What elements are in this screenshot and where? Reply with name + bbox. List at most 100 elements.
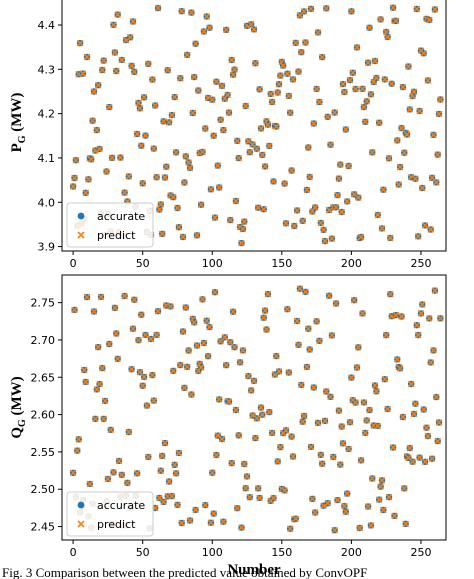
predict-point xyxy=(136,104,144,112)
predict-point xyxy=(324,113,332,121)
predict-point xyxy=(304,144,312,151)
predict-point xyxy=(218,82,226,90)
predict-point xyxy=(388,80,396,88)
predict-point xyxy=(174,204,181,212)
predict-point xyxy=(213,78,220,86)
predict-point xyxy=(144,453,152,461)
predict-point xyxy=(168,492,176,500)
predict-point xyxy=(188,391,195,398)
predict-point xyxy=(341,88,348,96)
predict-point xyxy=(303,363,311,371)
predict-point xyxy=(386,290,394,298)
predict-point xyxy=(192,40,199,48)
predict-point xyxy=(192,506,199,514)
predict-point xyxy=(160,498,167,506)
predict-point xyxy=(154,4,162,12)
predict-point xyxy=(354,343,362,351)
y-tick-label: 2.60 xyxy=(31,409,56,422)
predict-point xyxy=(172,148,180,156)
y-tick-label: 2.55 xyxy=(31,446,56,459)
predict-point xyxy=(89,117,96,125)
chart-panel-1: 0 50 100 150 200 250 3.9 4.0 4.1 4.2 4.3 4.4 PG (MW)… xyxy=(9,0,447,270)
predict-point xyxy=(87,155,95,163)
predict-point xyxy=(111,49,119,56)
predict-point xyxy=(208,469,216,477)
predict-point xyxy=(317,219,325,227)
predict-point xyxy=(144,60,152,68)
predict-point xyxy=(375,119,383,127)
legend-accurate-label: accurate xyxy=(97,210,145,223)
predict-point xyxy=(334,191,341,199)
legend-accurate-marker xyxy=(77,212,85,220)
predict-point xyxy=(367,90,375,98)
predict-point xyxy=(211,214,219,221)
x-tick-label: 50 xyxy=(136,257,150,270)
predict-point xyxy=(346,418,354,426)
predict-point xyxy=(130,296,138,304)
predict-point xyxy=(286,109,294,117)
plot-frame xyxy=(61,274,447,541)
predict-point xyxy=(307,5,315,13)
predict-point xyxy=(167,303,174,310)
predict-point xyxy=(352,399,359,406)
predict-point xyxy=(299,418,307,426)
x-tick-label: 200 xyxy=(341,257,362,270)
predict-point xyxy=(393,137,401,144)
predict-point xyxy=(206,323,213,331)
x-tick-label: 0 xyxy=(70,546,77,559)
predict-point xyxy=(292,515,300,523)
predict-point xyxy=(260,314,268,322)
predict-point xyxy=(263,326,270,333)
predict-point xyxy=(268,98,276,106)
predict-point xyxy=(363,417,371,424)
predict-point xyxy=(207,519,215,527)
predict-point xyxy=(338,423,346,430)
predict-point xyxy=(142,132,149,139)
predict-point xyxy=(98,66,106,74)
predict-point xyxy=(169,367,177,375)
predict-point xyxy=(396,163,404,171)
predict-point xyxy=(360,103,368,111)
predict-point xyxy=(226,216,234,224)
legend-accurate-marker xyxy=(77,501,85,509)
predict-point xyxy=(147,335,155,343)
predict-point xyxy=(208,96,216,104)
predict-point xyxy=(371,382,379,389)
predict-point xyxy=(303,186,311,194)
predict-point xyxy=(423,424,430,432)
legend: accurate predict xyxy=(66,491,154,537)
predict-point xyxy=(320,226,327,234)
predict-point xyxy=(169,193,177,201)
predict-point xyxy=(437,96,444,103)
predict-point xyxy=(292,39,300,47)
predict-point xyxy=(368,148,376,156)
predict-point xyxy=(417,310,425,317)
predict-point xyxy=(299,217,307,225)
predict-point xyxy=(430,347,437,354)
predict-point xyxy=(83,53,91,61)
predict-point xyxy=(272,123,280,130)
predict-point xyxy=(161,174,169,181)
predict-point xyxy=(364,59,372,67)
predict-point xyxy=(225,109,233,116)
legend-box xyxy=(66,491,154,537)
predict-point xyxy=(310,120,318,127)
predict-point xyxy=(231,66,238,73)
predict-point xyxy=(421,222,429,229)
predict-point xyxy=(384,33,391,41)
predict-point xyxy=(69,183,77,190)
predict-point xyxy=(93,386,101,393)
predict-point xyxy=(82,189,90,197)
predict-point xyxy=(250,377,258,385)
y-tick-label: 3.9 xyxy=(38,241,56,254)
predict-point xyxy=(375,496,383,503)
predict-point xyxy=(380,506,387,514)
predict-point xyxy=(183,51,191,59)
predict-point xyxy=(235,154,243,162)
predict-point xyxy=(236,358,244,366)
predict-point xyxy=(103,168,110,175)
predict-point xyxy=(168,111,176,119)
scatter-points xyxy=(69,285,444,534)
predict-point xyxy=(396,364,404,372)
y-tick-label: 2.45 xyxy=(31,521,56,534)
